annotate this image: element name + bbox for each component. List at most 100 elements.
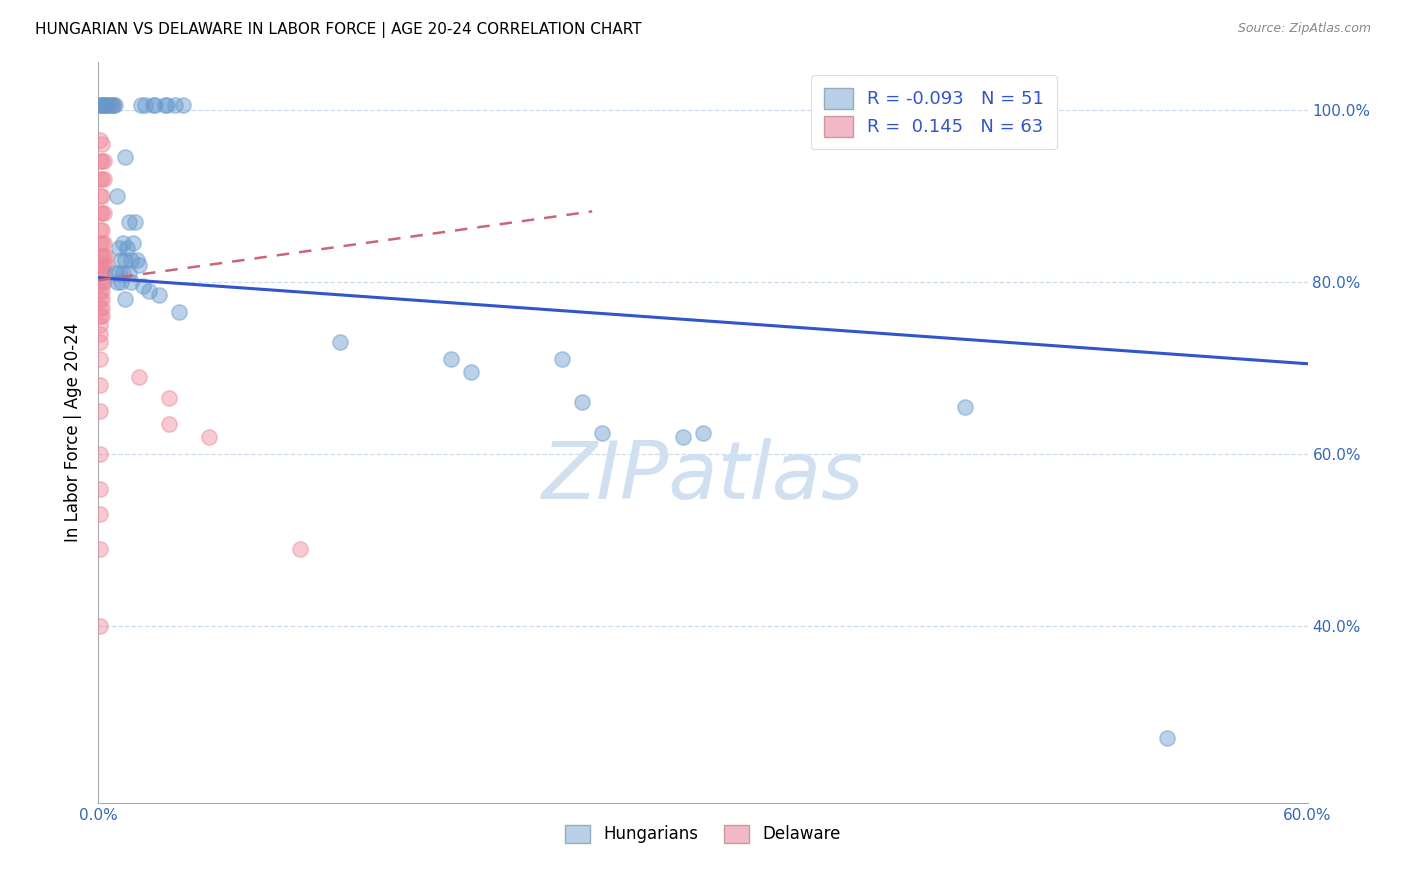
Point bbox=[103, 98, 125, 112]
Point bbox=[111, 266, 134, 280]
Point bbox=[571, 395, 593, 409]
Point bbox=[114, 150, 136, 164]
Point bbox=[91, 236, 114, 251]
Point bbox=[91, 189, 114, 203]
Point bbox=[89, 335, 111, 350]
Point bbox=[89, 189, 111, 203]
Point bbox=[114, 292, 136, 306]
Point bbox=[89, 171, 111, 186]
Point bbox=[89, 310, 111, 324]
Point bbox=[460, 365, 482, 379]
Point bbox=[100, 98, 122, 112]
Point bbox=[93, 171, 115, 186]
Point bbox=[91, 249, 114, 263]
Point bbox=[138, 284, 160, 298]
Point bbox=[1156, 731, 1178, 746]
Point bbox=[125, 253, 148, 268]
Point bbox=[101, 98, 124, 112]
Point bbox=[115, 240, 138, 254]
Point bbox=[105, 189, 128, 203]
Point bbox=[89, 154, 111, 169]
Point bbox=[89, 284, 111, 298]
Point bbox=[91, 98, 114, 112]
Point bbox=[89, 352, 111, 367]
Point bbox=[97, 98, 120, 112]
Point bbox=[93, 98, 115, 112]
Point bbox=[93, 249, 115, 263]
Point bbox=[157, 417, 180, 431]
Point bbox=[89, 301, 111, 315]
Point bbox=[120, 253, 142, 268]
Point bbox=[89, 98, 111, 112]
Point bbox=[96, 98, 118, 112]
Point bbox=[953, 400, 976, 414]
Point bbox=[148, 288, 170, 302]
Point bbox=[143, 98, 166, 112]
Point bbox=[91, 171, 114, 186]
Point bbox=[89, 318, 111, 332]
Point bbox=[93, 258, 115, 272]
Point bbox=[591, 425, 613, 440]
Point bbox=[89, 249, 111, 263]
Point bbox=[672, 430, 695, 444]
Point bbox=[134, 98, 156, 112]
Point bbox=[101, 98, 124, 112]
Point bbox=[114, 253, 136, 268]
Point bbox=[110, 275, 132, 289]
Point bbox=[89, 404, 111, 418]
Point bbox=[89, 275, 111, 289]
Point bbox=[132, 279, 155, 293]
Point bbox=[107, 240, 129, 254]
Text: ZIPatlas: ZIPatlas bbox=[541, 438, 865, 516]
Point bbox=[91, 266, 114, 280]
Point bbox=[89, 236, 111, 251]
Point bbox=[96, 258, 118, 272]
Point bbox=[89, 133, 111, 147]
Point bbox=[167, 305, 190, 319]
Point bbox=[93, 98, 115, 112]
Point bbox=[89, 508, 111, 522]
Point bbox=[93, 236, 115, 251]
Point bbox=[89, 447, 111, 461]
Point bbox=[440, 352, 463, 367]
Point bbox=[91, 310, 114, 324]
Point bbox=[153, 98, 176, 112]
Point bbox=[91, 292, 114, 306]
Point bbox=[89, 378, 111, 392]
Point bbox=[128, 258, 150, 272]
Point bbox=[110, 253, 132, 268]
Point bbox=[89, 266, 111, 280]
Point bbox=[89, 292, 111, 306]
Point bbox=[118, 266, 141, 280]
Point bbox=[91, 137, 114, 152]
Point bbox=[89, 206, 111, 220]
Point bbox=[156, 98, 179, 112]
Point bbox=[91, 98, 114, 112]
Point bbox=[157, 391, 180, 405]
Point bbox=[91, 275, 114, 289]
Point bbox=[93, 266, 115, 280]
Point bbox=[118, 215, 141, 229]
Point bbox=[692, 425, 714, 440]
Point bbox=[142, 98, 165, 112]
Point bbox=[91, 223, 114, 237]
Point bbox=[128, 369, 150, 384]
Text: HUNGARIAN VS DELAWARE IN LABOR FORCE | AGE 20-24 CORRELATION CHART: HUNGARIAN VS DELAWARE IN LABOR FORCE | A… bbox=[35, 22, 641, 38]
Point bbox=[93, 206, 115, 220]
Point bbox=[198, 430, 221, 444]
Point bbox=[111, 236, 134, 251]
Text: Source: ZipAtlas.com: Source: ZipAtlas.com bbox=[1237, 22, 1371, 36]
Point bbox=[103, 266, 125, 280]
Point bbox=[124, 215, 146, 229]
Legend: Hungarians, Delaware: Hungarians, Delaware bbox=[558, 818, 848, 850]
Point bbox=[120, 275, 142, 289]
Point bbox=[93, 154, 115, 169]
Point bbox=[91, 301, 114, 315]
Point bbox=[329, 335, 352, 350]
Point bbox=[96, 98, 118, 112]
Point bbox=[91, 154, 114, 169]
Point bbox=[551, 352, 574, 367]
Point bbox=[89, 482, 111, 496]
Point bbox=[89, 541, 111, 556]
Point bbox=[89, 619, 111, 633]
